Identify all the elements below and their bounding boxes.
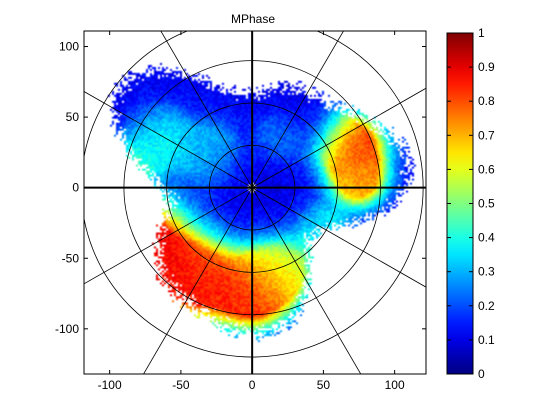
radial-line: [251, 187, 426, 288]
radial-line: [251, 187, 362, 374]
colorbar-tick-label: 0.4: [478, 231, 495, 245]
colorbar-tick-label: 0.6: [478, 162, 495, 176]
x-tick-label: 0: [249, 378, 256, 392]
colorbar-tick-label: 1: [478, 26, 485, 40]
y-tick-label: -50: [62, 251, 80, 265]
radial-line: [84, 187, 253, 285]
radial-line: [84, 91, 253, 189]
colorbar-tick-label: 0: [478, 367, 485, 381]
colorbar-tick-label: 0.9: [478, 60, 495, 74]
y-tick-label: 50: [66, 110, 80, 124]
radial-line: [160, 31, 253, 188]
radial-line: [251, 87, 426, 189]
plot-area: -100 -50 0 50 100 100 50 0 -50 -100: [55, 30, 427, 392]
chart-title: MPhase: [231, 12, 275, 26]
colorbar-tick-label: 0.3: [478, 265, 495, 279]
y-tick-label: 100: [59, 40, 79, 54]
x-tick-label: 100: [385, 378, 405, 392]
colorbar-tick-label: 0.1: [478, 333, 495, 347]
x-tick-label: -50: [172, 378, 190, 392]
radar-field: [84, 31, 426, 374]
radial-line: [251, 31, 344, 188]
x-tick-label: -100: [98, 378, 122, 392]
colorbar-tick-label: 0.7: [478, 128, 495, 142]
axes-frame: [83, 30, 427, 375]
colorbar-tick-label: 0.8: [478, 94, 495, 108]
y-tick-label: 0: [72, 181, 79, 195]
y-tick-label: -100: [55, 322, 79, 336]
colorbar-tick-label: 0.5: [478, 197, 495, 211]
colorbar-tick-label: 0.2: [478, 299, 495, 313]
x-tick-label: 50: [317, 378, 331, 392]
radial-line: [143, 187, 253, 374]
colorbar: 0 0.1 0.2 0.3 0.4 0.5 0.6 0.7 0.8 0.9 1: [446, 26, 495, 381]
